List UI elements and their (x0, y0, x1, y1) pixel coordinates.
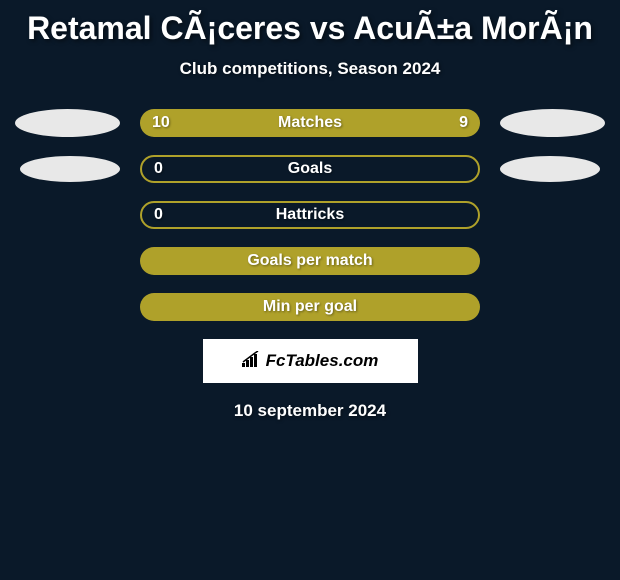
stat-value-right: 9 (459, 114, 468, 132)
branding-box: FcTables.com (203, 339, 418, 383)
stat-bar: Goals per match (140, 247, 480, 275)
stat-bar: Min per goal (140, 293, 480, 321)
player-ellipse-left (15, 109, 120, 137)
stat-row: 0 Hattricks (0, 201, 620, 229)
stat-label: Min per goal (263, 298, 357, 316)
stat-label: Goals per match (247, 252, 372, 270)
page-subtitle: Club competitions, Season 2024 (0, 59, 620, 79)
branding-text: FcTables.com (266, 351, 379, 371)
stat-bar: 0 Goals (140, 155, 480, 183)
stat-value-left: 0 (154, 160, 163, 178)
chart-icon (242, 351, 262, 372)
stats-container: 10 Matches 9 0 Goals 0 Hattricks Goals per matc… (0, 109, 620, 321)
stat-row: 0 Goals (0, 155, 620, 183)
stat-label: Goals (288, 160, 332, 178)
stat-label: Hattricks (276, 206, 344, 224)
stat-bar: 10 Matches 9 (140, 109, 480, 137)
stat-label: Matches (278, 114, 342, 132)
stat-value-left: 10 (152, 114, 170, 132)
player-ellipse-right (500, 109, 605, 137)
stat-row: Goals per match (0, 247, 620, 275)
stat-row: 10 Matches 9 (0, 109, 620, 137)
player-ellipse-right (500, 156, 600, 182)
stat-value-left: 0 (154, 206, 163, 224)
stat-row: Min per goal (0, 293, 620, 321)
player-ellipse-left (20, 156, 120, 182)
stat-bar: 0 Hattricks (140, 201, 480, 229)
date-text: 10 september 2024 (0, 401, 620, 421)
page-title: Retamal CÃ¡ceres vs AcuÃ±a MorÃ¡n (0, 10, 620, 47)
main-container: Retamal CÃ¡ceres vs AcuÃ±a MorÃ¡n Club c… (0, 0, 620, 421)
